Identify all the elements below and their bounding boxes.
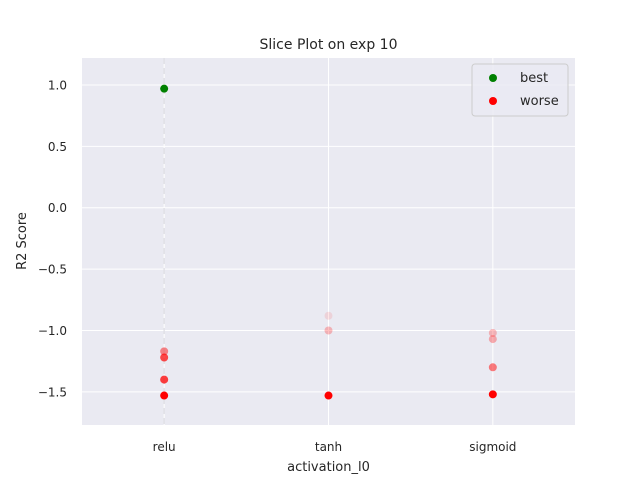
y-tick-label: −1.0 [38, 324, 67, 338]
point-worse [324, 326, 333, 335]
legend-label-best: best [520, 71, 548, 86]
point-worse [160, 391, 169, 400]
y-axis-title: R2 Score [15, 212, 30, 270]
point-worse [488, 335, 497, 344]
point-worse [488, 363, 497, 372]
point-worse [324, 311, 333, 320]
legend-label-worse: worse [520, 94, 559, 109]
y-tick-label: 0.0 [48, 201, 67, 215]
x-tick-label-tanh: tanh [315, 440, 342, 454]
legend-marker-worse [489, 97, 497, 105]
x-tick-label-sigmoid: sigmoid [469, 440, 516, 454]
y-tick-label: −0.5 [38, 263, 67, 277]
point-worse [324, 391, 333, 400]
chart-title: Slice Plot on exp 10 [260, 37, 398, 53]
legend-marker-best [489, 74, 497, 82]
y-tick-label: 1.0 [48, 79, 67, 93]
legend: best worse [471, 63, 569, 117]
point-best [160, 84, 169, 93]
data-points [160, 84, 497, 400]
x-tick-labels: relu tanh sigmoid [153, 440, 517, 454]
x-axis-title: activation_l0 [287, 460, 370, 475]
point-worse [488, 328, 497, 337]
point-worse [488, 390, 497, 399]
point-worse [160, 347, 169, 356]
y-tick-label: −1.5 [38, 385, 67, 399]
y-tick-labels: 1.0 0.5 0.0 −0.5 −1.0 −1.5 [38, 79, 67, 400]
point-worse [160, 353, 169, 362]
x-tick-label-relu: relu [153, 440, 176, 454]
point-worse [160, 375, 169, 384]
y-tick-label: 0.5 [48, 140, 67, 154]
